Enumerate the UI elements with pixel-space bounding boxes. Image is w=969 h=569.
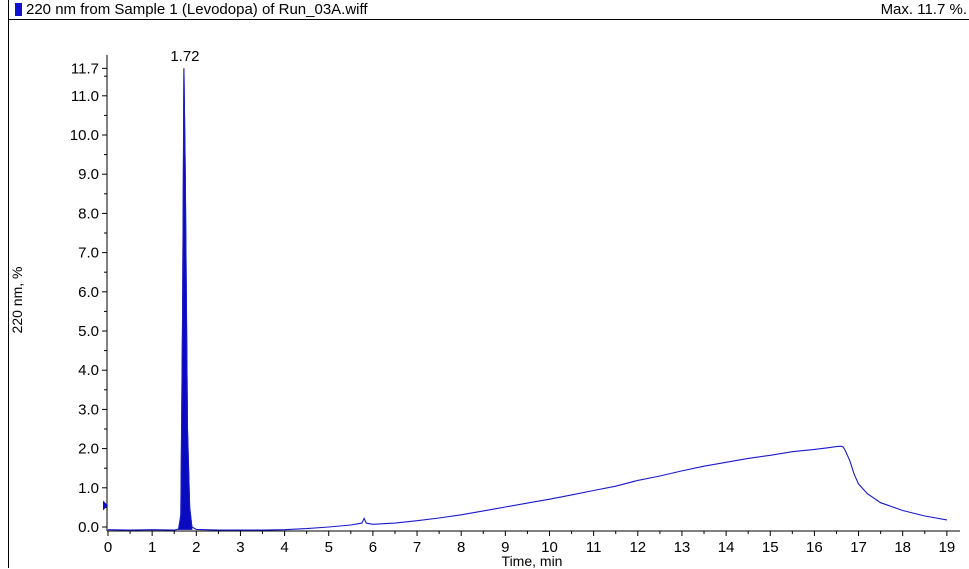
x-tick-label: 0 [104,539,112,556]
y-axis-title: 220 nm, % [9,267,25,334]
max-intensity-label: Max. 11.7 %. [880,1,967,18]
y-tick-label: 4.0 [78,362,99,379]
chart-marks: 1.72 [107,48,947,531]
y-tick-label: 11.7 [71,60,99,77]
axes: 0.01.02.03.04.05.06.07.08.09.010.011.011… [70,55,960,556]
x-tick-label: 15 [762,539,779,556]
y-tick-label: 11.0 [71,88,99,105]
y-tick-label: 2.0 [78,441,99,458]
x-tick-label: 18 [894,539,911,556]
x-tick-label: 14 [718,539,735,556]
x-tick-label: 17 [850,539,867,556]
chart-header: 220 nm from Sample 1 (Levodopa) of Run_0… [9,0,969,20]
y-tick-label: 7.0 [78,245,99,262]
y-tick-label: 1.0 [78,480,99,497]
y-tick-label: 8.0 [78,205,99,222]
x-tick-label: 6 [369,539,377,556]
x-tick-label: 8 [457,539,465,556]
y-tick-label: 5.0 [78,323,99,340]
trace-legend-swatch [15,3,22,16]
y-tick-label: 6.0 [78,284,99,301]
x-tick-label: 11 [586,539,602,556]
x-tick-label: 9 [501,539,509,556]
x-tick-label: 3 [236,539,244,556]
x-tick-label: 4 [280,539,288,556]
x-tick-label: 13 [674,539,691,556]
x-tick-label: 5 [325,539,333,556]
chart-frame: 220 nm from Sample 1 (Levodopa) of Run_0… [8,0,969,568]
x-tick-label: 10 [541,539,558,556]
y-tick-label: 3.0 [78,401,99,418]
y-tick-label: 9.0 [78,166,99,183]
peak-label: 1.72 [170,48,199,65]
x-tick-label: 2 [192,539,200,556]
chromatogram-trace [107,68,947,531]
y-tick-label: 0.0 [78,519,99,536]
baseline-marker-icon [103,500,108,511]
x-tick-label: 16 [806,539,823,556]
x-tick-label: 1 [148,539,156,556]
chart-title: 220 nm from Sample 1 (Levodopa) of Run_0… [26,1,368,18]
y-tick-label: 10.0 [70,127,99,144]
x-tick-label: 19 [939,539,956,556]
x-tick-label: 7 [413,539,421,556]
x-axis-title: Time, min [502,553,563,569]
x-tick-label: 12 [629,539,646,556]
